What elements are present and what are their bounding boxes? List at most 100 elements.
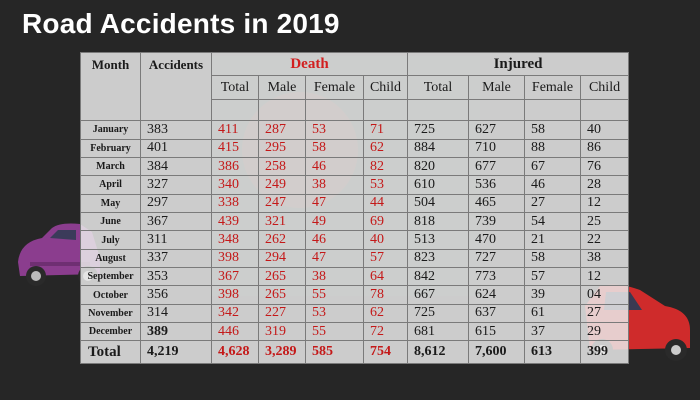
month-cell: January xyxy=(80,120,141,140)
death-total-cell: 439 xyxy=(211,211,259,232)
injured-total-cell: 504 xyxy=(407,193,470,214)
death-male-cell: 227 xyxy=(258,303,306,324)
injured-child-cell: 25 xyxy=(580,211,630,232)
spacer-cell xyxy=(362,98,409,122)
header-injured-male: Male xyxy=(468,75,526,100)
injured-male-cell: 470 xyxy=(468,230,526,250)
injured-male-cell: 727 xyxy=(468,248,526,269)
header-injured-female: Female xyxy=(524,75,582,100)
injured-male-cell: 710 xyxy=(468,138,526,158)
death-total-cell: 348 xyxy=(211,230,259,250)
month-cell: April xyxy=(80,175,141,195)
total-injured-child-cell: 399 xyxy=(580,340,630,364)
death-total-cell: 342 xyxy=(211,303,259,324)
death-male-cell: 265 xyxy=(258,285,306,305)
injured-female-cell: 27 xyxy=(524,193,582,214)
spacer-cell xyxy=(211,98,259,122)
page-title: Road Accidents in 2019 xyxy=(22,8,340,39)
injured-female-cell: 21 xyxy=(524,230,582,250)
accidents-cell: 356 xyxy=(140,285,212,305)
table-row: June 367 439 321 49 69 818 739 54 25 xyxy=(80,211,630,232)
injured-total-cell: 820 xyxy=(407,156,470,177)
death-female-cell: 53 xyxy=(305,303,364,324)
total-death-child-cell: 754 xyxy=(362,340,409,364)
total-injured-female-cell: 613 xyxy=(524,340,582,364)
injured-male-cell: 536 xyxy=(468,175,526,195)
injured-total-cell: 513 xyxy=(407,230,470,250)
table-row: April 327 340 249 38 53 610 536 46 28 xyxy=(80,175,630,195)
total-death-total-cell: 4,628 xyxy=(211,340,259,364)
death-total-cell: 398 xyxy=(211,285,259,305)
death-female-cell: 55 xyxy=(305,285,364,305)
header-injured: Injured xyxy=(407,51,630,77)
injured-total-cell: 842 xyxy=(407,267,470,287)
death-male-cell: 247 xyxy=(258,193,306,214)
spacer-cell xyxy=(524,98,582,122)
header-injured-total: Total xyxy=(407,75,470,100)
death-female-cell: 47 xyxy=(305,248,364,269)
injured-female-cell: 37 xyxy=(524,322,582,342)
injured-female-cell: 54 xyxy=(524,211,582,232)
total-label: Total xyxy=(80,340,141,364)
month-cell: August xyxy=(80,248,141,269)
total-accidents-cell: 4,219 xyxy=(140,340,212,364)
total-row: Total 4,219 4,628 3,289 585 754 8,612 7,600 613 3… xyxy=(80,340,630,364)
injured-female-cell: 46 xyxy=(524,175,582,195)
injured-male-cell: 615 xyxy=(468,322,526,342)
injured-total-cell: 610 xyxy=(407,175,470,195)
injured-male-cell: 773 xyxy=(468,267,526,287)
injured-male-cell: 677 xyxy=(468,156,526,177)
death-child-cell: 44 xyxy=(362,193,409,214)
death-male-cell: 249 xyxy=(258,175,306,195)
accidents-cell: 401 xyxy=(140,138,212,158)
accidents-cell: 337 xyxy=(140,248,212,269)
death-female-cell: 38 xyxy=(305,267,364,287)
month-cell: November xyxy=(80,303,141,324)
death-female-cell: 46 xyxy=(305,230,364,250)
spacer-cell xyxy=(580,98,630,122)
month-cell: March xyxy=(80,156,141,177)
death-male-cell: 295 xyxy=(258,138,306,158)
header-death-total: Total xyxy=(211,75,259,100)
injured-child-cell: 12 xyxy=(580,267,630,287)
death-child-cell: 62 xyxy=(362,303,409,324)
death-male-cell: 262 xyxy=(258,230,306,250)
injured-child-cell: 29 xyxy=(580,322,630,342)
total-injured-male-cell: 7,600 xyxy=(468,340,526,364)
injured-female-cell: 67 xyxy=(524,156,582,177)
death-female-cell: 46 xyxy=(305,156,364,177)
injured-total-cell: 818 xyxy=(407,211,470,232)
injured-child-cell: 22 xyxy=(580,230,630,250)
injured-male-cell: 465 xyxy=(468,193,526,214)
accidents-cell: 314 xyxy=(140,303,212,324)
month-cell: July xyxy=(80,230,141,250)
injured-child-cell: 40 xyxy=(580,120,630,140)
spacer-cell xyxy=(305,98,364,122)
death-male-cell: 258 xyxy=(258,156,306,177)
accidents-cell: 389 xyxy=(140,322,212,342)
death-child-cell: 40 xyxy=(362,230,409,250)
table-row: August 337 398 294 47 57 823 727 58 38 xyxy=(80,248,630,269)
table-row: October 356 398 265 55 78 667 624 39 04 xyxy=(80,285,630,305)
death-total-cell: 398 xyxy=(211,248,259,269)
death-total-cell: 411 xyxy=(211,120,259,140)
injured-female-cell: 57 xyxy=(524,267,582,287)
table-row: November 314 342 227 53 62 725 637 61 27 xyxy=(80,303,630,324)
death-male-cell: 294 xyxy=(258,248,306,269)
table-row: July 311 348 262 46 40 513 470 21 22 xyxy=(80,230,630,250)
total-injured-total-cell: 8,612 xyxy=(407,340,470,364)
month-cell: October xyxy=(80,285,141,305)
death-child-cell: 53 xyxy=(362,175,409,195)
header-accidents: Accidents xyxy=(140,51,212,122)
death-child-cell: 69 xyxy=(362,211,409,232)
death-child-cell: 62 xyxy=(362,138,409,158)
injured-male-cell: 627 xyxy=(468,120,526,140)
injured-total-cell: 667 xyxy=(407,285,470,305)
death-male-cell: 321 xyxy=(258,211,306,232)
header-month: Month xyxy=(80,51,141,122)
header-injured-child: Child xyxy=(580,75,630,100)
death-male-cell: 319 xyxy=(258,322,306,342)
injured-child-cell: 27 xyxy=(580,303,630,324)
header-death-male: Male xyxy=(258,75,306,100)
death-total-cell: 367 xyxy=(211,267,259,287)
